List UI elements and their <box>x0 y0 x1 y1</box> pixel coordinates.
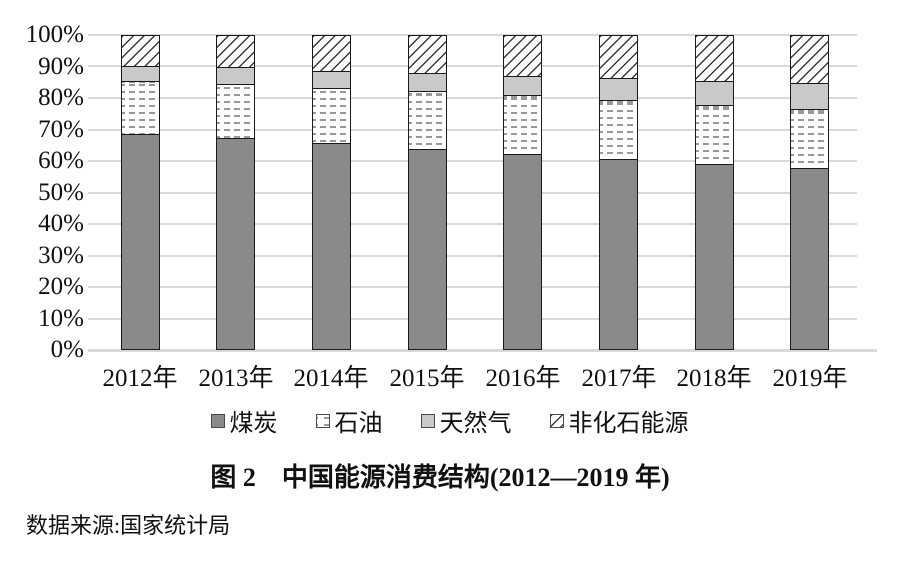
bar-2019年-oil-segment <box>790 109 829 169</box>
x-tick-label-2014年: 2014年 <box>293 365 369 392</box>
legend-label-coal: 煤炭 <box>229 411 278 437</box>
legend-label-oil: 石油 <box>334 411 383 437</box>
legend-item-gas: 天然气 <box>420 403 512 438</box>
bar-2016年-nonfossil-segment <box>503 35 542 77</box>
gridline-10 <box>88 318 857 320</box>
bar-2012年 <box>121 35 160 350</box>
bar-2013年-oil-segment <box>216 84 255 139</box>
y-tick-label-20: 20% <box>38 273 84 300</box>
bar-2018年 <box>695 35 734 350</box>
gridline-30 <box>88 255 857 257</box>
bar-2013年-gas-segment <box>216 67 255 85</box>
data-source: 数据来源:国家统计局 <box>26 513 231 538</box>
bar-2014年-coal-segment <box>312 143 351 350</box>
bar-2013年-coal-segment <box>216 138 255 350</box>
bar-2018年-coal-segment <box>695 164 734 350</box>
bar-2018年-oil-segment <box>695 105 734 165</box>
legend-marker-nonfossil-icon <box>549 413 564 428</box>
gridline-90 <box>88 65 857 67</box>
bar-2014年-oil-segment <box>312 88 351 144</box>
gridline-100 <box>88 34 857 36</box>
x-tick-label-2019年: 2019年 <box>772 365 848 392</box>
bar-2017年 <box>599 35 638 350</box>
legend-item-coal: 煤炭 <box>210 403 278 438</box>
plot-area <box>88 34 877 352</box>
gridline-60 <box>88 160 857 162</box>
y-tick-label-30: 30% <box>38 242 84 269</box>
legend: 煤炭 石油 天然气 非化石能源 <box>0 403 899 438</box>
x-tick-label-2012年: 2012年 <box>102 365 178 392</box>
gridline-50 <box>88 192 857 194</box>
legend-marker-gas-icon <box>420 413 435 428</box>
bar-2013年 <box>216 35 255 350</box>
y-tick-label-90: 90% <box>38 53 84 80</box>
bar-2018年-nonfossil-segment <box>695 35 734 82</box>
y-tick-label-40: 40% <box>38 210 84 237</box>
bar-2016年-gas-segment <box>503 76 542 96</box>
bar-2015年-oil-segment <box>408 91 447 150</box>
legend-marker-coal-icon <box>210 413 225 428</box>
gridline-80 <box>88 97 857 99</box>
bar-2017年-oil-segment <box>599 100 638 160</box>
y-tick-label-100: 100% <box>25 21 84 48</box>
bar-2017年-gas-segment <box>599 78 638 101</box>
gridline-0 <box>88 349 877 352</box>
bar-2012年-oil-segment <box>121 81 160 135</box>
bar-2012年-gas-segment <box>121 66 160 82</box>
legend-label-nonfossil: 非化石能源 <box>568 411 689 437</box>
bar-2019年-coal-segment <box>790 168 829 350</box>
figure-title: 图 2 中国能源消费结构(2012—2019 年) <box>210 463 670 492</box>
bar-2016年 <box>503 35 542 350</box>
legend-label-gas: 天然气 <box>439 411 512 437</box>
bar-2015年-nonfossil-segment <box>408 35 447 74</box>
gridline-20 <box>88 286 857 288</box>
y-tick-label-0: 0% <box>50 336 84 363</box>
bar-2016年-oil-segment <box>503 95 542 155</box>
bar-2019年 <box>790 35 829 350</box>
x-tick-label-2013年: 2013年 <box>198 365 274 392</box>
y-tick-label-70: 70% <box>38 116 84 143</box>
gridline-70 <box>88 129 857 131</box>
bar-2012年-nonfossil-segment <box>121 35 160 67</box>
legend-marker-oil-icon <box>315 413 330 428</box>
legend-item-oil: 石油 <box>315 403 383 438</box>
x-tick-label-2016年: 2016年 <box>485 365 561 392</box>
bar-2013年-nonfossil-segment <box>216 35 255 68</box>
y-tick-label-60: 60% <box>38 147 84 174</box>
x-tick-label-2018年: 2018年 <box>676 365 752 392</box>
bar-2019年-gas-segment <box>790 83 829 110</box>
y-tick-label-10: 10% <box>38 305 84 332</box>
bar-2012年-coal-segment <box>121 134 160 350</box>
x-tick-label-2017年: 2017年 <box>581 365 657 392</box>
y-tick-label-80: 80% <box>38 84 84 111</box>
bar-2017年-nonfossil-segment <box>599 35 638 79</box>
gridline-40 <box>88 223 857 225</box>
bar-2019年-nonfossil-segment <box>790 35 829 84</box>
bar-2018年-gas-segment <box>695 81 734 106</box>
bar-2014年 <box>312 35 351 350</box>
x-tick-label-2015年: 2015年 <box>389 365 465 392</box>
legend-item-nonfossil: 非化石能源 <box>549 403 689 438</box>
y-tick-label-50: 50% <box>38 179 84 206</box>
bar-2014年-gas-segment <box>312 71 351 89</box>
bar-2015年 <box>408 35 447 350</box>
bar-2014年-nonfossil-segment <box>312 35 351 72</box>
bar-2015年-coal-segment <box>408 149 447 350</box>
bar-2015年-gas-segment <box>408 73 447 92</box>
bar-2017年-coal-segment <box>599 159 638 350</box>
bar-2016年-coal-segment <box>503 154 542 350</box>
